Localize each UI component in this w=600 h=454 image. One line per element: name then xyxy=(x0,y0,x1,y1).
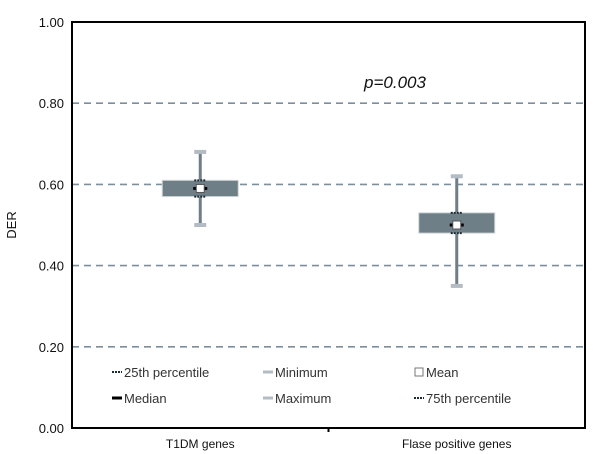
mean-marker xyxy=(452,220,462,230)
y-tick-label: 0.60 xyxy=(39,177,64,192)
legend-label: Mean xyxy=(426,365,459,380)
box-2 xyxy=(418,174,496,288)
y-tick-labels: 0.00 0.20 0.40 0.60 0.80 1.00 xyxy=(39,15,64,436)
y-axis-title: DER xyxy=(4,211,19,238)
box-series xyxy=(161,149,496,288)
y-tick-label: 0.80 xyxy=(39,96,64,111)
legend-label: 25th percentile xyxy=(124,365,209,380)
y-tick-label: 0.40 xyxy=(39,259,64,274)
x-category-labels: T1DM genes Flase positive genes xyxy=(166,428,511,451)
legend-swatch xyxy=(414,367,424,377)
legend-label: Minimum xyxy=(275,365,328,380)
x-category-label: Flase positive genes xyxy=(402,437,511,451)
p-value-annotation: p=0.003 xyxy=(363,73,426,92)
y-tick-label: 0.20 xyxy=(39,340,64,355)
gridlines xyxy=(72,102,585,348)
y-tick-label: 1.00 xyxy=(39,15,64,30)
box-1 xyxy=(161,149,239,227)
legend-label: Median xyxy=(124,391,167,406)
legend-label: Maximum xyxy=(275,391,331,406)
x-category-label: T1DM genes xyxy=(166,437,235,451)
legend-label: 75th percentile xyxy=(426,391,511,406)
legend: 25th percentile Minimum Mean Median Maximum 7… xyxy=(112,365,511,406)
y-tick-label: 0.00 xyxy=(39,421,64,436)
mean-marker xyxy=(195,183,205,193)
